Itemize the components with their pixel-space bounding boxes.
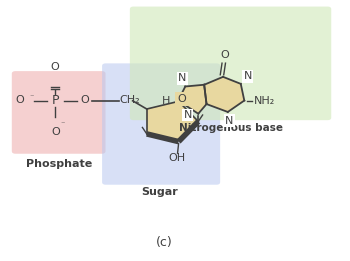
Text: O: O [220,50,229,60]
Text: H: H [161,96,170,105]
Text: P: P [51,94,59,107]
Text: OH: OH [168,153,186,163]
Polygon shape [204,77,244,112]
Text: Sugar: Sugar [141,187,178,198]
Text: Phosphate: Phosphate [26,159,92,169]
Text: ⁻: ⁻ [61,120,65,129]
Text: O: O [51,62,60,72]
FancyBboxPatch shape [12,71,106,154]
FancyBboxPatch shape [130,7,331,120]
Polygon shape [147,101,198,142]
Text: O: O [52,127,61,137]
Text: CH₂: CH₂ [119,95,140,105]
Text: O: O [80,94,89,104]
Text: N: N [178,73,187,84]
Text: (c): (c) [156,236,173,249]
Text: N: N [225,116,234,126]
Text: N: N [244,71,252,81]
Text: Nitrogenous base: Nitrogenous base [178,123,282,133]
FancyBboxPatch shape [102,63,220,185]
Text: NH₂: NH₂ [254,96,275,105]
Text: O: O [15,94,24,104]
Text: ⁻: ⁻ [30,92,34,102]
Text: O: O [177,94,186,104]
Text: N: N [184,110,192,120]
Polygon shape [178,85,206,114]
